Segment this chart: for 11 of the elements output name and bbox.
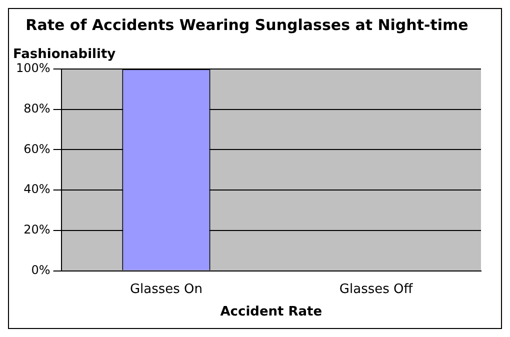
chart-title: Rate of Accidents Wearing Sunglasses at Night-time [26, 16, 468, 34]
y-tick-label: 20% [24, 222, 50, 237]
y-tick-label: 60% [24, 142, 50, 156]
x-tick-label: Glasses On [130, 282, 203, 297]
y-tick-label: 100% [16, 61, 50, 76]
y-tick-label: 40% [24, 182, 50, 196]
y-tick-label: 80% [24, 101, 50, 116]
x-tick-label: Glasses Off [339, 282, 414, 297]
x-axis-title: Accident Rate [220, 304, 322, 320]
y-tick-label: 0% [31, 262, 50, 277]
y-axis-title: Fashionability [13, 46, 116, 62]
